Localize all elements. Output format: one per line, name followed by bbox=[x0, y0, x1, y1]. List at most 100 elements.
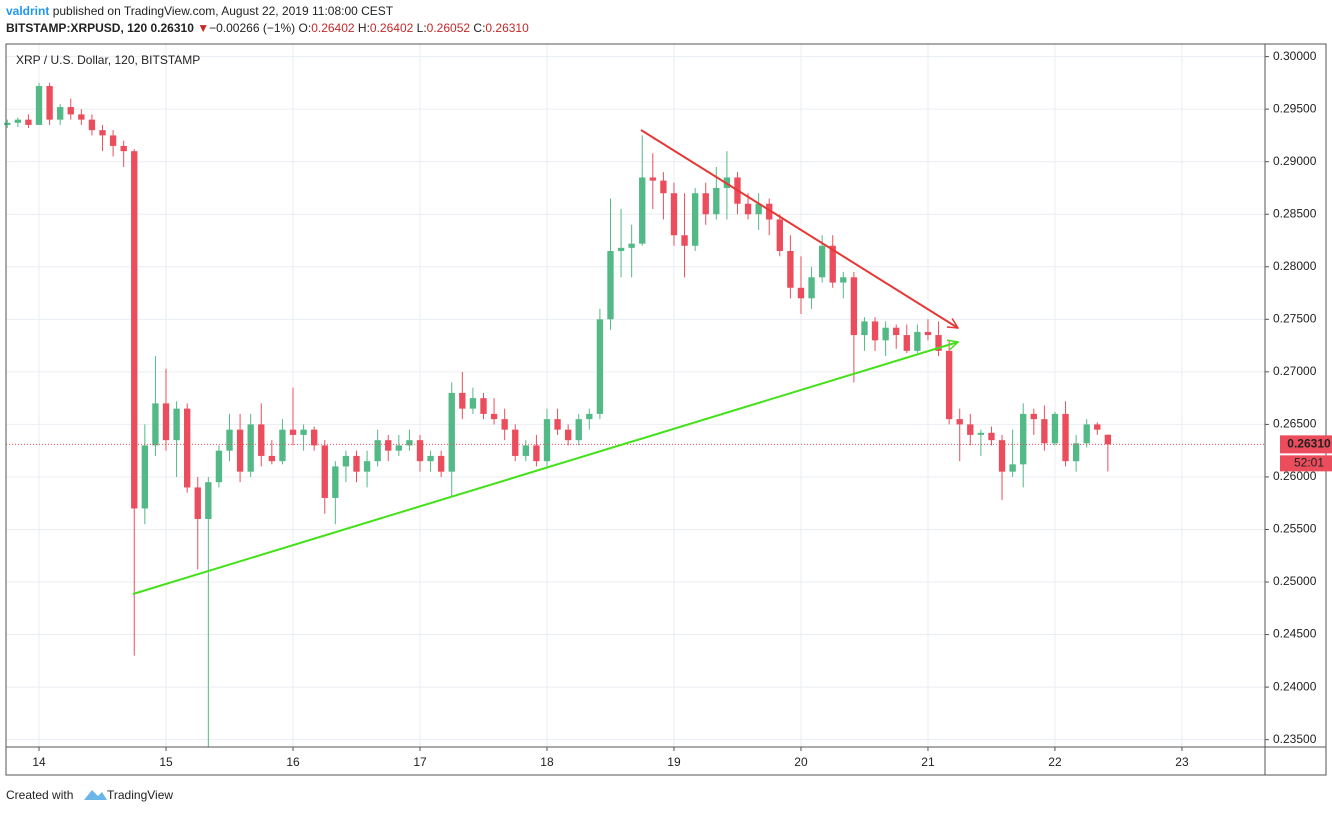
candle-body bbox=[924, 331, 932, 336]
candle-body bbox=[681, 235, 688, 246]
h-label: H: bbox=[358, 21, 370, 35]
candle-body bbox=[543, 419, 551, 462]
last-price-label: 0.26310 bbox=[1287, 437, 1331, 451]
candle-body bbox=[395, 445, 402, 451]
symbol-line: BITSTAMP:XRPUSD, 120 0.26310 ▼−0.00266 (… bbox=[6, 21, 529, 35]
candle-body bbox=[501, 419, 508, 430]
l-label: L: bbox=[417, 21, 427, 35]
candle-body bbox=[14, 119, 22, 123]
candle-body bbox=[35, 86, 43, 125]
chart-title: XRP / U.S. Dollar, 120, BITSTAMP bbox=[16, 53, 200, 67]
candle-body bbox=[702, 193, 709, 215]
candle-body bbox=[829, 245, 836, 283]
candle-body bbox=[882, 327, 889, 341]
candle-body bbox=[1062, 413, 1069, 462]
support-trendline bbox=[132, 342, 958, 595]
candle-body bbox=[374, 440, 381, 462]
y-tick-label: 0.24000 bbox=[1273, 679, 1317, 693]
candle-body bbox=[258, 424, 265, 456]
x-tick-label: 21 bbox=[921, 755, 935, 769]
candle-body bbox=[1104, 434, 1112, 445]
candle-body bbox=[639, 177, 646, 244]
candle-body bbox=[914, 331, 921, 351]
candle-body bbox=[628, 243, 635, 248]
countdown: 52:01 bbox=[1294, 456, 1324, 470]
change-arrow: ▼ bbox=[197, 21, 209, 35]
candle-body bbox=[660, 180, 667, 194]
candle-body bbox=[67, 107, 74, 115]
candle-body bbox=[120, 145, 127, 152]
candle-body bbox=[776, 219, 783, 252]
candle-body bbox=[215, 450, 223, 483]
candle-body bbox=[1030, 413, 1037, 420]
close: 0.26310 bbox=[485, 21, 529, 35]
candle-body bbox=[353, 455, 360, 472]
candle-body bbox=[903, 335, 910, 351]
candle-body bbox=[141, 445, 149, 509]
c-label: C: bbox=[473, 21, 485, 35]
candle-body bbox=[279, 429, 286, 462]
candle-body bbox=[88, 119, 96, 131]
candle-body bbox=[184, 408, 191, 488]
candle-body bbox=[808, 277, 815, 299]
candle-body bbox=[1020, 413, 1027, 465]
candle-body bbox=[575, 419, 582, 441]
candle-body bbox=[893, 327, 900, 336]
candle-body bbox=[1072, 443, 1080, 462]
candle-body bbox=[459, 392, 466, 409]
candle-body bbox=[300, 429, 307, 435]
y-tick-label: 0.26000 bbox=[1273, 469, 1317, 483]
candle-body bbox=[945, 350, 953, 420]
candle-body bbox=[406, 440, 413, 446]
candle-body bbox=[321, 445, 328, 498]
candle-body bbox=[194, 487, 201, 519]
candle-body bbox=[522, 445, 529, 456]
candle-body bbox=[840, 277, 847, 283]
candle-body bbox=[691, 193, 699, 246]
candle-body bbox=[25, 119, 32, 125]
resistance-trendline bbox=[640, 129, 958, 328]
candle-body bbox=[797, 287, 805, 299]
candle-body bbox=[109, 135, 117, 146]
candle-body bbox=[1094, 424, 1101, 430]
candle-body bbox=[427, 455, 434, 462]
high: 0.26402 bbox=[370, 21, 414, 35]
candle-body bbox=[713, 187, 720, 215]
y-tick-label: 0.30000 bbox=[1273, 49, 1317, 63]
y-tick-label: 0.26500 bbox=[1273, 417, 1317, 431]
last-price-box bbox=[1280, 435, 1332, 454]
candle-body bbox=[967, 424, 974, 435]
candle-body bbox=[818, 245, 826, 278]
y-tick-label: 0.29500 bbox=[1273, 101, 1317, 115]
candle-body bbox=[289, 429, 297, 435]
candle-body bbox=[850, 277, 858, 336]
candle-body bbox=[205, 482, 212, 519]
candle-body bbox=[437, 455, 445, 472]
y-tick-label: 0.28500 bbox=[1273, 206, 1317, 220]
x-tick-label: 16 bbox=[286, 755, 300, 769]
x-tick-label: 20 bbox=[794, 755, 808, 769]
candle-body bbox=[173, 408, 180, 441]
x-tick-label: 18 bbox=[540, 755, 554, 769]
candle-body bbox=[226, 429, 233, 451]
candle-body bbox=[607, 251, 614, 320]
chart-frame bbox=[5, 43, 1327, 776]
candle-body bbox=[1041, 419, 1048, 444]
countdown-box bbox=[1280, 455, 1332, 472]
y-tick-label: 0.27000 bbox=[1273, 364, 1317, 378]
footer-brand[interactable]: TradingView bbox=[107, 788, 173, 802]
candle-body bbox=[564, 429, 572, 441]
candle-body bbox=[490, 413, 498, 420]
y-tick-label: 0.24500 bbox=[1273, 627, 1317, 641]
x-tick-label: 15 bbox=[159, 755, 173, 769]
x-tick-label: 17 bbox=[413, 755, 427, 769]
o-label: O: bbox=[299, 21, 312, 35]
y-tick-label: 0.25500 bbox=[1273, 522, 1317, 536]
candle-body bbox=[871, 321, 879, 341]
candle-body bbox=[469, 398, 477, 409]
candle-body bbox=[596, 319, 604, 414]
candle-body bbox=[977, 432, 985, 435]
footer-created: Created with bbox=[6, 788, 73, 802]
